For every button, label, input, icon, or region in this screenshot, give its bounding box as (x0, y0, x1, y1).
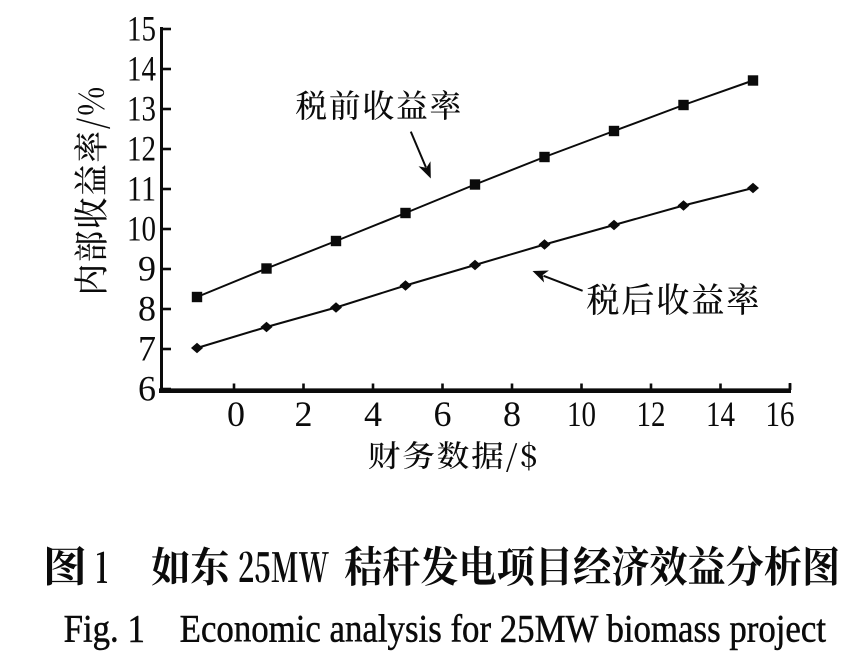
svg-text:14: 14 (127, 49, 156, 89)
svg-text:7: 7 (138, 329, 156, 369)
svg-text:10: 10 (567, 394, 596, 434)
svg-text:2: 2 (295, 394, 313, 434)
svg-text:12: 12 (637, 394, 666, 434)
svg-text:Fig. 1 Economic analysis fo: Fig. 1 Economic analysis for 25MW biomas… (64, 608, 827, 651)
svg-text:11: 11 (127, 169, 156, 209)
svg-text:16: 16 (766, 394, 795, 434)
svg-text:8: 8 (138, 289, 156, 329)
svg-text:6: 6 (434, 394, 452, 434)
svg-text:15: 15 (127, 9, 156, 49)
svg-text:13: 13 (127, 89, 156, 129)
svg-text:14: 14 (706, 394, 735, 434)
svg-text:12: 12 (127, 129, 156, 169)
svg-text:9: 9 (138, 249, 156, 289)
svg-text:4: 4 (364, 394, 382, 434)
svg-text:10: 10 (127, 209, 156, 249)
svg-text:0: 0 (227, 394, 245, 434)
svg-text:8: 8 (503, 394, 521, 434)
svg-text:6: 6 (138, 369, 156, 409)
